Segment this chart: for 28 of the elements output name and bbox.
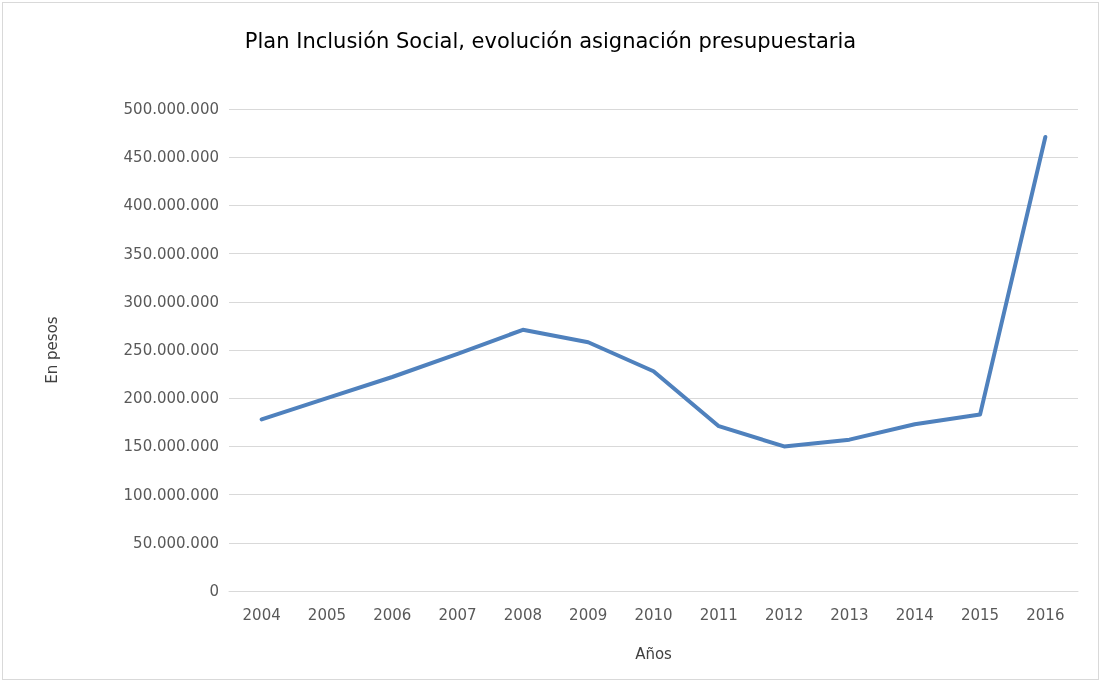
x-tick-label: 2010 (634, 605, 673, 624)
y-tick-label: 500.000.000 (123, 100, 219, 118)
x-tick-label: 2008 (503, 605, 542, 624)
x-tick-label: 2015 (960, 605, 1000, 624)
x-tick-label: 2004 (242, 605, 281, 624)
x-tick-label: 2014 (895, 605, 934, 624)
y-tick-label: 450.000.000 (123, 148, 219, 167)
x-axis-title: Años (635, 644, 673, 663)
x-tick-label: 2013 (830, 605, 869, 624)
chart-title: Plan Inclusión Social, evolución asignación presupuestaria (244, 28, 857, 53)
x-tick-label: 2016 (1026, 605, 1065, 624)
x-tick-label: 2009 (569, 605, 608, 624)
y-tick-label: 150.000.000 (123, 437, 219, 456)
x-tick-label: 2012 (765, 605, 804, 624)
line-series (259, 134, 1048, 449)
y-tick-label: 200.000.000 (123, 389, 219, 408)
x-tick-label: 2011 (699, 605, 738, 624)
y-tick-label: 300.000.000 (123, 292, 219, 311)
y-axis-title: En pesos (42, 316, 61, 384)
y-tick-label: 100.000.000 (123, 485, 219, 504)
x-tick-label: 2007 (438, 605, 477, 624)
y-tick-label: 0 (209, 582, 219, 600)
x-tick-label: 2006 (373, 605, 412, 624)
y-tick-label: 50.000.000 (133, 533, 219, 552)
y-tick-label: 400.000.000 (123, 196, 219, 215)
y-tick-label: 350.000.000 (123, 244, 219, 263)
x-tick-label: 2005 (307, 605, 347, 624)
y-tick-label: 250.000.000 (123, 341, 219, 359)
